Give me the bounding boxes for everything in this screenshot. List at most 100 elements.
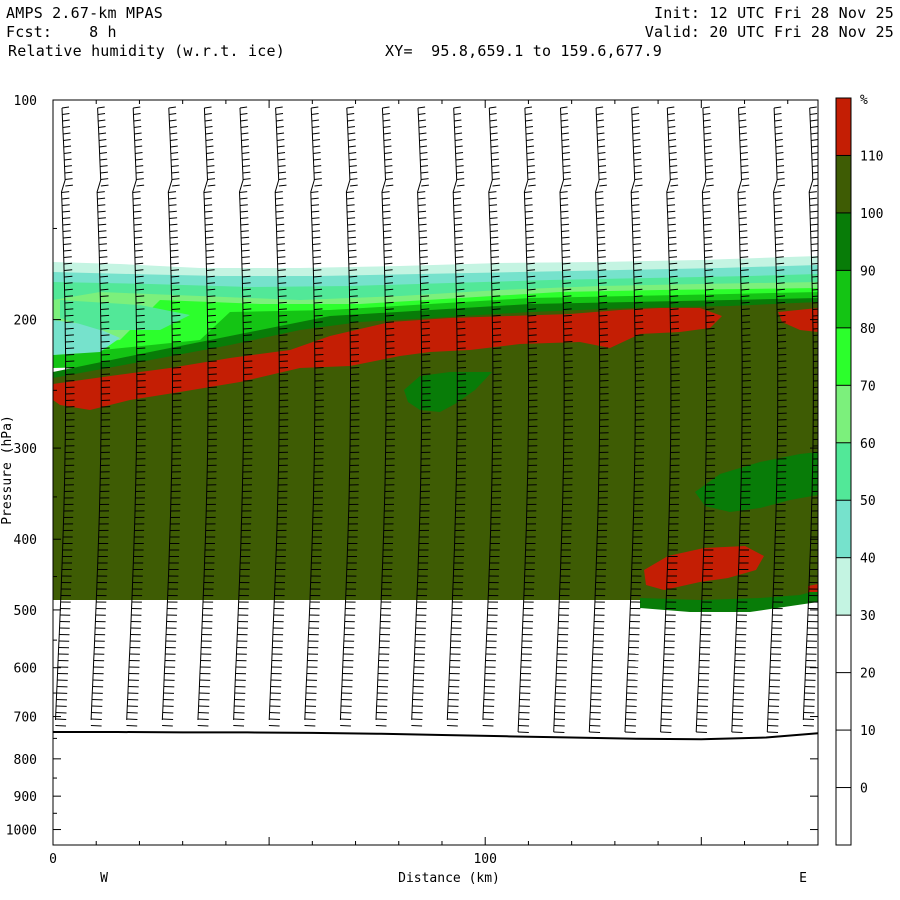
wind-barb [349, 165, 357, 167]
wind-barb [277, 275, 287, 278]
wind-barb [240, 119, 248, 122]
wind-barb [206, 145, 214, 148]
wind-barb [597, 236, 606, 239]
wind-barb-staff [268, 107, 280, 721]
wind-barb [135, 301, 145, 304]
wind-barb [669, 152, 677, 154]
wind-barb [706, 184, 714, 187]
colorbar-label: 80 [860, 322, 876, 337]
wind-barb [624, 731, 636, 733]
wind-barb [704, 249, 713, 252]
wind-barb [385, 308, 394, 310]
wind-barb [454, 236, 463, 239]
wind-barb [64, 275, 73, 278]
wind-barb [420, 158, 428, 161]
wind-barb [810, 119, 818, 122]
wind-barb [702, 106, 710, 109]
wind-barb [456, 288, 465, 291]
wind-barb [599, 360, 609, 362]
wind-barb [704, 145, 712, 148]
wind-barb [563, 360, 573, 362]
wind-barb [100, 171, 108, 174]
wind-barb [347, 126, 355, 128]
wind-barb [525, 223, 534, 226]
wind-barb-staff [233, 107, 245, 721]
wind-barb [704, 152, 713, 154]
wind-barb [420, 165, 429, 167]
wind-barb [97, 204, 106, 206]
wind-barb [98, 139, 107, 141]
wind-barb [97, 210, 106, 213]
wind-barb [172, 327, 181, 330]
wind-barb [243, 354, 253, 356]
wind-barb [777, 184, 785, 187]
wind-barb [100, 341, 110, 343]
wind-barb [774, 113, 782, 115]
wind-barb [278, 178, 287, 180]
wind-barb [349, 321, 359, 323]
wind-barb [64, 158, 72, 161]
y-tick-label: 300 [14, 442, 37, 457]
wind-barb [562, 256, 571, 258]
wind-barb [776, 288, 785, 291]
wind-barb [350, 341, 359, 343]
wind-barb [61, 191, 70, 193]
wind-barb [812, 295, 818, 297]
wind-barb [526, 145, 534, 148]
wind-barb [732, 718, 744, 720]
wind-barb [810, 230, 818, 232]
rh-patch-90-100-mid [404, 372, 492, 412]
wind-barb [206, 288, 216, 291]
wind-barb [447, 718, 459, 720]
wind-barb [242, 295, 252, 297]
wind-barb [457, 360, 466, 362]
wind-barb [241, 236, 250, 239]
wind-barb [100, 178, 109, 180]
wind-barb [314, 347, 324, 349]
wind-barb [706, 334, 715, 336]
wind-barb [703, 132, 712, 135]
wind-barb [314, 301, 323, 304]
wind-barb [488, 191, 497, 193]
wind-barb [91, 712, 103, 714]
wind-barb [311, 204, 320, 206]
wind-barb [489, 119, 498, 122]
wind-barb [631, 197, 640, 200]
wind-barb [63, 236, 72, 239]
wind-barb-staff [375, 107, 387, 721]
wind-barb [242, 288, 251, 291]
wind-barb [773, 191, 782, 193]
wind-barb [312, 145, 321, 148]
wind-barb [239, 191, 248, 193]
y-axis: 100 200 300 400 500 600 700 800 900 1000 [6, 94, 818, 846]
wind-barb [739, 249, 749, 252]
wind-barb [492, 347, 502, 349]
wind-barb [278, 301, 287, 304]
wind-barb [704, 243, 713, 245]
wind-barb [61, 106, 70, 109]
colorbar-swatch [836, 270, 851, 328]
wind-barb [741, 347, 751, 349]
colorbar-swatch [836, 615, 851, 673]
wind-barb [269, 718, 280, 720]
wind-barb [525, 113, 533, 115]
wind-barb [240, 210, 249, 213]
wind-barb [98, 236, 107, 239]
wind-barb [775, 243, 784, 245]
wind-barb [242, 275, 251, 278]
wind-barb [311, 223, 320, 226]
wind-barb [384, 256, 393, 258]
wind-barb [482, 725, 494, 727]
wind-barb [563, 341, 573, 343]
wind-barb [669, 269, 678, 271]
wind-barb [418, 126, 427, 128]
wind-barb [134, 132, 142, 135]
wind-barb [207, 321, 217, 323]
wind-barb [668, 230, 677, 232]
wind-barb [206, 165, 215, 167]
wind-barb [311, 113, 319, 115]
wind-barb [560, 106, 568, 109]
wind-barb [455, 152, 464, 154]
wind-barb [206, 256, 215, 258]
wind-barb [340, 725, 351, 727]
